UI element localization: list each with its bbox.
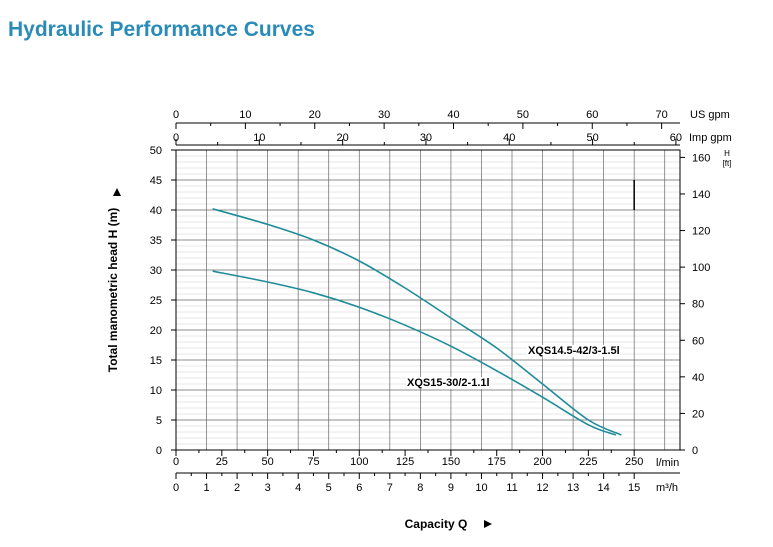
impgpm-tick-label: 60 <box>670 132 682 144</box>
m3h-tick-label: 10 <box>475 482 487 494</box>
m3h-tick-label: 12 <box>536 482 548 494</box>
impgpm-tick-label: 0 <box>173 132 179 144</box>
m3h-tick-label: 11 <box>506 482 517 494</box>
usgpm-tick-label: 20 <box>309 109 321 121</box>
ft-tick-label: 0 <box>692 445 698 457</box>
ft-tick-label: 20 <box>692 408 704 420</box>
m3h-tick-label: 5 <box>326 482 332 494</box>
y-tick-label: 50 <box>150 145 162 157</box>
m3h-tick-label: 14 <box>598 482 610 494</box>
m3h-tick-label: 2 <box>234 482 240 494</box>
impgpm-tick-label: 40 <box>503 132 515 144</box>
ft-tick-label: 80 <box>692 299 704 311</box>
impgpm-tick-label: 50 <box>586 132 598 144</box>
m3h-tick-label: 0 <box>173 482 179 494</box>
usgpm-tick-label: 50 <box>517 109 529 121</box>
m3h-tick-label: 7 <box>387 482 393 494</box>
y-tick-label: 40 <box>150 205 162 217</box>
ft-tick-label: 100 <box>692 262 710 274</box>
m3h-tick-label: 6 <box>356 482 362 494</box>
m3h-tick-label: 4 <box>295 482 301 494</box>
y-tick-label: 10 <box>150 385 162 397</box>
ft-unit-top: H <box>724 149 730 158</box>
impgpm-tick-label: 30 <box>420 132 432 144</box>
series-label-background <box>406 377 491 389</box>
m3h-tick-label: 3 <box>265 482 271 494</box>
lmin-tick-label: 225 <box>579 456 597 468</box>
y-tick-label: 5 <box>156 415 162 427</box>
axes: 0510152025303540455002040608010012014016… <box>106 109 732 531</box>
ft-unit-bottom: [ft] <box>723 159 732 168</box>
grid <box>175 149 680 451</box>
lmin-tick-label: 150 <box>442 456 460 468</box>
m3h-tick-label: 15 <box>628 482 640 494</box>
m3h-unit-label: m³/h <box>656 482 678 494</box>
y-tick-label: 35 <box>150 235 162 247</box>
x-axis-title: Capacity Q <box>405 517 468 531</box>
series-label-2: XQS15-30/2-1.1l <box>407 377 490 389</box>
y-tick-label: 25 <box>150 295 162 307</box>
ft-tick-label: 40 <box>692 372 704 384</box>
m3h-tick-label: 8 <box>417 482 423 494</box>
usgpm-tick-label: 0 <box>173 109 179 121</box>
page-title: Hydraulic Performance Curves <box>8 18 315 41</box>
usgpm-unit-label: US gpm <box>690 109 730 121</box>
y-tick-label: 0 <box>156 445 162 457</box>
lmin-tick-label: 125 <box>396 456 414 468</box>
ft-tick-label: 160 <box>692 152 710 164</box>
ft-tick-label: 120 <box>692 226 710 238</box>
impgpm-tick-label: 20 <box>337 132 349 144</box>
lmin-tick-label: 100 <box>350 456 368 468</box>
impgpm-tick-label: 10 <box>253 132 265 144</box>
usgpm-tick-label: 30 <box>378 109 390 121</box>
m3h-tick-label: 9 <box>448 482 454 494</box>
m3h-tick-label: 13 <box>567 482 579 494</box>
lmin-tick-label: 75 <box>307 456 319 468</box>
usgpm-tick-label: 40 <box>447 109 459 121</box>
y-axis-arrow-icon <box>113 188 121 196</box>
x-axis-arrow-icon <box>484 520 492 528</box>
y-axis-title: Total manometric head H (m) <box>106 208 120 372</box>
series-line-1 <box>212 208 622 436</box>
y-tick-label: 45 <box>150 175 162 187</box>
usgpm-tick-label: 60 <box>586 109 598 121</box>
series-line-2 <box>212 270 617 436</box>
y-tick-label: 20 <box>150 325 162 337</box>
series-label-background <box>527 345 621 357</box>
series-label-1: XQS14.5-42/3-1.5l <box>528 345 620 357</box>
lmin-tick-label: 200 <box>533 456 551 468</box>
y-tick-label: 30 <box>150 265 162 277</box>
lmin-unit-label: l/min <box>656 457 679 469</box>
m3h-tick-label: 1 <box>203 482 209 494</box>
lmin-tick-label: 25 <box>216 456 228 468</box>
lmin-tick-label: 250 <box>625 456 643 468</box>
impgpm-unit-label: Imp gpm <box>689 132 732 144</box>
lmin-tick-label: 50 <box>262 456 274 468</box>
lmin-tick-label: 175 <box>488 456 506 468</box>
y-tick-label: 15 <box>150 355 162 367</box>
ft-tick-label: 140 <box>692 189 710 201</box>
lmin-tick-label: 0 <box>173 456 179 468</box>
ft-tick-label: 60 <box>692 335 704 347</box>
labels-group: XQS14.5-42/3-1.5l XQS15-30/2-1.1l <box>406 345 621 389</box>
usgpm-tick-label: 70 <box>656 109 668 121</box>
series-group <box>212 208 622 436</box>
usgpm-tick-label: 10 <box>239 109 251 121</box>
